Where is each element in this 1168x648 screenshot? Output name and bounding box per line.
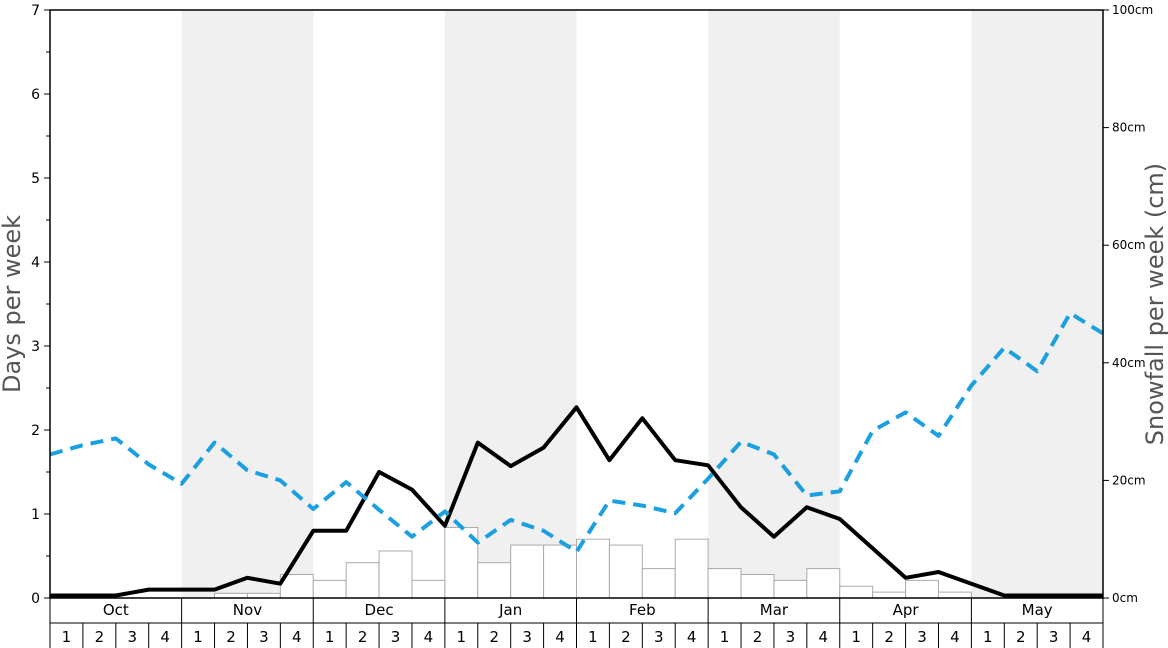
month-band [181, 10, 314, 598]
left-tick-label: 4 [31, 255, 40, 271]
snowfall-bar [740, 573, 775, 599]
left-tick-label: 7 [31, 3, 40, 19]
snowfall-bar [576, 538, 610, 599]
week-label: 4 [950, 628, 960, 646]
week-label: 1 [325, 628, 335, 646]
month-label: Mar [760, 601, 789, 619]
week-label: 3 [391, 628, 401, 646]
week-label: 4 [160, 628, 170, 646]
snowfall-bar [378, 550, 413, 599]
right-tick-label: 80cm [1112, 121, 1146, 135]
week-label: 2 [226, 628, 236, 646]
snowfall-bar [608, 544, 643, 599]
week-label: 1 [457, 628, 467, 646]
left-tick-label: 6 [31, 87, 40, 103]
right-tick-label: 60cm [1112, 238, 1146, 252]
snowfall-bar [345, 562, 380, 599]
month-label: Dec [365, 601, 394, 619]
week-label: 1 [720, 628, 730, 646]
snowfall-bar [937, 591, 972, 599]
month-label: May [1022, 601, 1053, 619]
month-label: Jan [498, 601, 522, 619]
right-axis: 0cm 20cm 40cm 60cm 80cm 100cm [1103, 3, 1153, 605]
week-label: 1 [588, 628, 598, 646]
week-label: 2 [358, 628, 368, 646]
week-label: 2 [753, 628, 763, 646]
month-band [708, 10, 840, 598]
left-tick-label: 1 [31, 507, 40, 523]
left-tick-label: 5 [31, 171, 40, 187]
right-tick-label: 20cm [1112, 473, 1146, 487]
snowfall-bar [905, 579, 939, 599]
week-label: 2 [1016, 628, 1026, 646]
week-label: 3 [522, 628, 532, 646]
week-label: 4 [424, 628, 434, 646]
x-axis-table: Oct 1 2 3 4 Nov 1 2 3 4 Dec 1 2 3 4 Jan 1 2 3 4 Feb 1 2 3 4 Mar 1 2… [49, 598, 1104, 648]
snowfall-bars [214, 526, 972, 599]
week-label: 4 [555, 628, 565, 646]
snowfall-bar [872, 591, 907, 599]
snowfall-bar [839, 585, 874, 599]
snowfall-bar [543, 544, 577, 599]
week-label: 4 [292, 628, 302, 646]
snowfall-bar [806, 568, 841, 599]
week-label: 1 [851, 628, 861, 646]
week-label: 4 [1082, 628, 1092, 646]
month-label: Oct [103, 601, 129, 619]
week-label: 3 [786, 628, 796, 646]
week-label: 4 [687, 628, 697, 646]
left-tick-label: 3 [31, 339, 40, 355]
snowfall-bar [312, 579, 347, 599]
snowfall-bar [707, 568, 742, 599]
right-tick-label: 40cm [1112, 356, 1146, 370]
month-bands [181, 10, 1103, 598]
left-tick-label: 0 [31, 591, 40, 607]
week-label: 1 [193, 628, 203, 646]
week-label: 3 [654, 628, 664, 646]
week-label: 1 [983, 628, 993, 646]
dashed-blue-line [49, 311, 1105, 554]
snowfall-bar [674, 538, 709, 599]
snowfall-bar [773, 579, 808, 599]
right-tick-label: 0cm [1112, 591, 1138, 605]
month-label: Apr [893, 601, 920, 619]
month-label: Nov [233, 601, 262, 619]
left-axis-title: Days per week [0, 215, 26, 393]
week-label: 2 [621, 628, 631, 646]
left-tick-label: 2 [31, 423, 40, 439]
month-band [444, 10, 577, 598]
solid-black-line [50, 405, 1103, 598]
week-label: 4 [819, 628, 829, 646]
snowfall-bar [477, 562, 512, 599]
week-label: 3 [917, 628, 927, 646]
day-lines [49, 311, 1105, 598]
week-label: 3 [127, 628, 137, 646]
week-label: 3 [1049, 628, 1059, 646]
right-axis-title: Snowfall per week (cm) [1141, 163, 1168, 445]
week-label: 3 [259, 628, 269, 646]
week-label: 2 [95, 628, 105, 646]
snowfall-bar [641, 568, 676, 599]
snowfall-bar [510, 544, 545, 599]
week-label: 2 [884, 628, 894, 646]
right-tick-label: 100cm [1112, 3, 1153, 17]
month-band [971, 10, 1103, 598]
month-label: Feb [629, 601, 656, 619]
week-label: 2 [489, 628, 499, 646]
snowfall-bar [411, 579, 446, 599]
week-label: 1 [62, 628, 72, 646]
left-axis: 0 1 2 3 4 5 6 7 [31, 3, 50, 607]
